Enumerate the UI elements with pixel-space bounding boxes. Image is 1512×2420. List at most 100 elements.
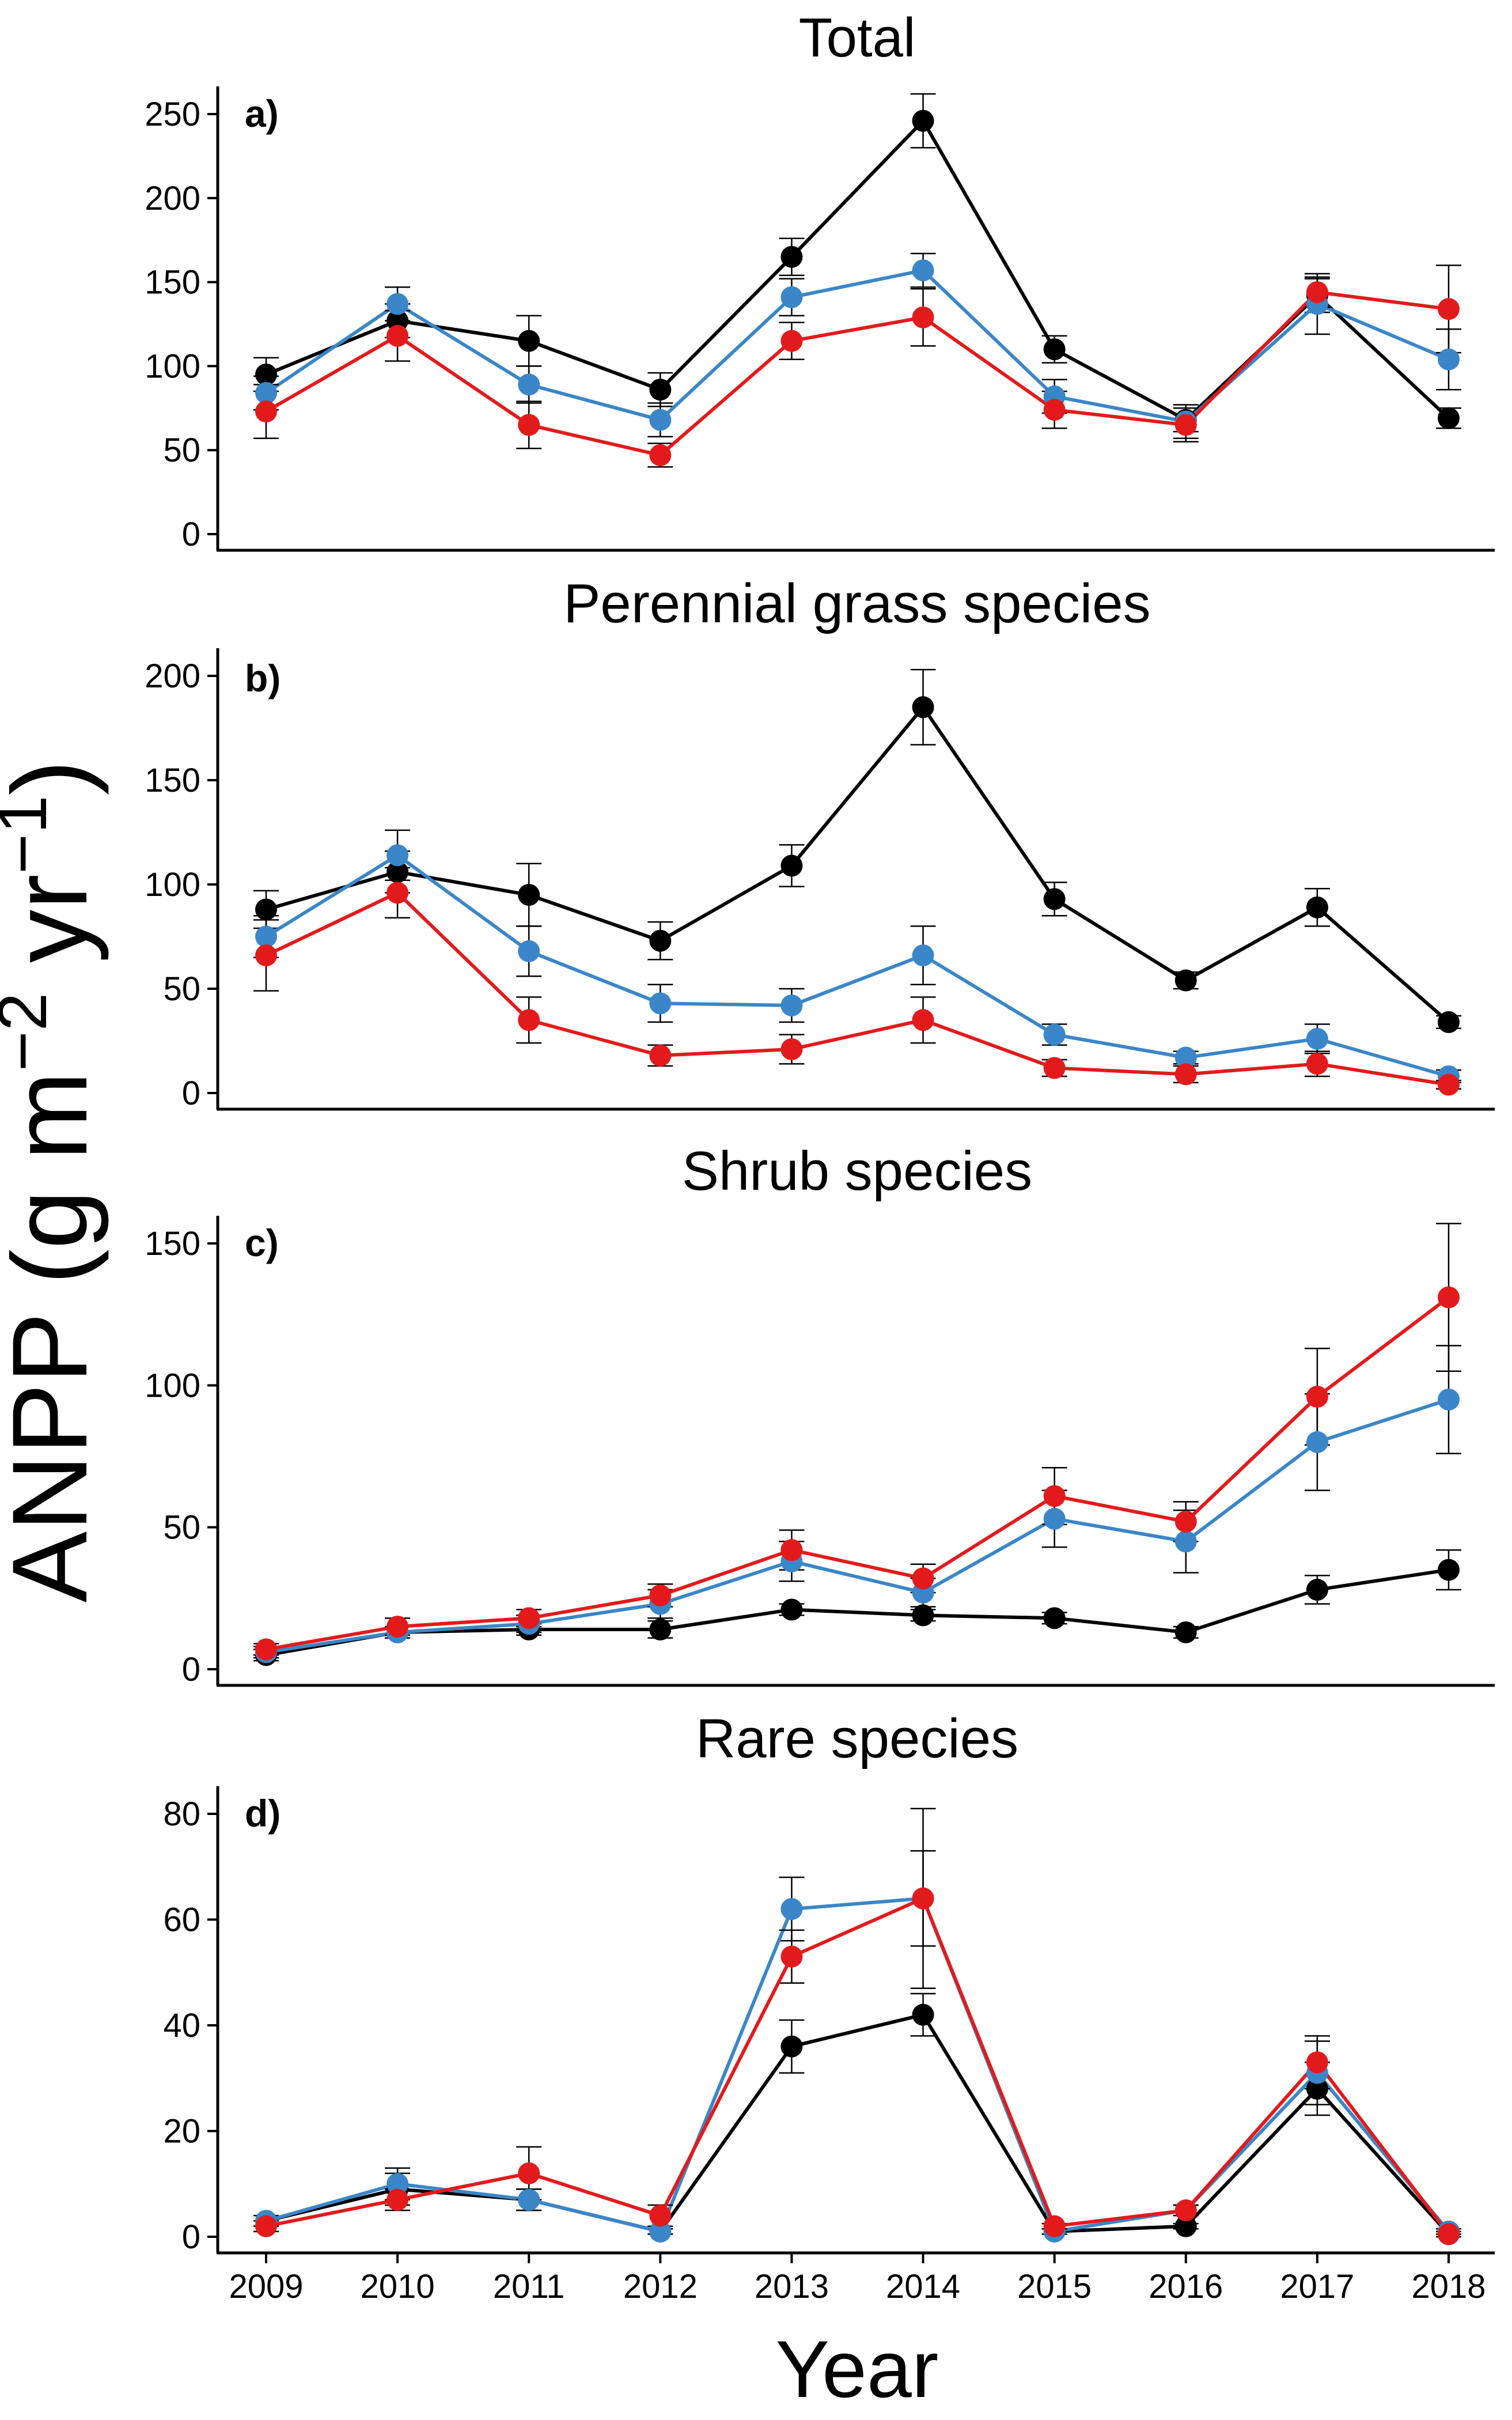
data-point [255,382,277,404]
y-tick-label: 50 [163,1509,200,1546]
series-line [265,269,1450,423]
x-tick-label: 2014 [886,2268,960,2305]
data-point [1174,1046,1197,1069]
data-point [1043,888,1066,910]
data-point [255,898,277,921]
panel-label: a) [245,92,279,135]
y-tick-label: 100 [145,1367,200,1404]
data-point [780,1598,803,1621]
x-tick-label: 2010 [361,2268,435,2305]
series-points-3 [255,281,1460,466]
data-point [1438,1011,1460,1033]
data-point [518,884,540,906]
data-point [1043,1607,1066,1629]
data-point [912,696,934,719]
data-point [1043,338,1066,361]
x-tick-label: 2018 [1411,2268,1486,2305]
data-point [649,2205,672,2227]
data-point [780,330,803,352]
series-line [265,891,1449,1087]
data-point [518,1009,540,1031]
y-tick-label: 0 [182,1075,200,1112]
data-point [518,2162,540,2184]
panel-title: Shrub species [682,1140,1032,1202]
data-point [1043,1507,1066,1530]
series-line [266,1896,1450,2233]
series-points-2 [255,844,1460,1088]
data-point [1306,1431,1328,1453]
y-tick-label: 150 [145,1225,200,1262]
data-point [255,944,277,967]
data-point [912,1887,934,1909]
data-point [1043,1485,1066,1507]
y-tick-label: 150 [145,264,200,301]
data-point [912,109,934,132]
y-tick-label: 0 [182,516,200,553]
series-3 [253,1223,1461,1656]
y-tick-label: 0 [182,1651,200,1688]
series-line [265,119,1450,422]
y-axis-label-mid: yr [0,874,109,993]
y-tick-label: 250 [145,96,200,133]
x-tick-label: 2009 [229,2268,303,2305]
series-points-3 [255,1286,1460,1661]
data-point [386,293,409,315]
data-point [1306,281,1328,304]
panel-title: Perennial grass species [563,573,1150,634]
data-point [780,2035,803,2058]
y-tick-label: 0 [182,2218,200,2256]
y-tick-label: 100 [145,866,200,903]
data-point [1174,414,1197,436]
data-point [386,1616,409,1638]
data-point [518,373,540,396]
series-3 [253,1850,1461,2238]
data-point [1306,2078,1328,2100]
series-line [266,705,1450,1024]
x-tick-label: 2017 [1280,2268,1354,2305]
data-point [1306,2051,1328,2074]
data-point [649,1584,672,1606]
y-tick-label: 200 [145,657,200,695]
series-line [266,1398,1449,1654]
series-line [265,853,1449,1078]
series-1 [253,668,1461,1030]
series-2 [253,252,1461,440]
series-points-1 [255,696,1460,1033]
panel-1: Total a) 0 50 100 150 200 250 [145,7,1495,553]
panel-3: Shrub species c) 0 50 100 150 [145,1140,1495,1688]
data-point [1438,1388,1460,1411]
series-points-3 [255,1887,1460,2245]
y-tick-label: 40 [163,2007,200,2044]
data-point [1174,1621,1197,1643]
data-point [649,929,672,952]
series-1 [253,1992,1461,2238]
y-axis-label-sup1: −2 [0,993,61,1072]
data-point [255,400,277,423]
y-axis-label: ANPP (g m−2 yr−1) [0,760,109,1603]
data-point [518,330,540,352]
data-point [912,1009,934,1031]
data-point [1306,896,1328,918]
data-point [649,409,672,431]
series-line [266,1896,1450,2236]
data-point [649,992,672,1015]
y-axis-label-main: ANPP (g m [0,1071,109,1602]
data-point [649,379,672,401]
data-point [912,306,934,328]
panel-label: b) [245,657,281,699]
series-1 [253,1549,1461,1662]
data-point [780,994,803,1016]
data-point [649,1619,672,1641]
data-point [1043,399,1066,421]
data-point [255,925,277,948]
y-tick-label: 60 [163,1901,200,1939]
x-tick-label: 2012 [623,2268,698,2305]
data-point [912,1567,934,1590]
data-point [255,2215,277,2237]
data-point [518,940,540,962]
data-point [780,854,803,877]
data-point [386,309,409,332]
data-point [1043,1057,1066,1079]
data-point [1174,2199,1197,2222]
